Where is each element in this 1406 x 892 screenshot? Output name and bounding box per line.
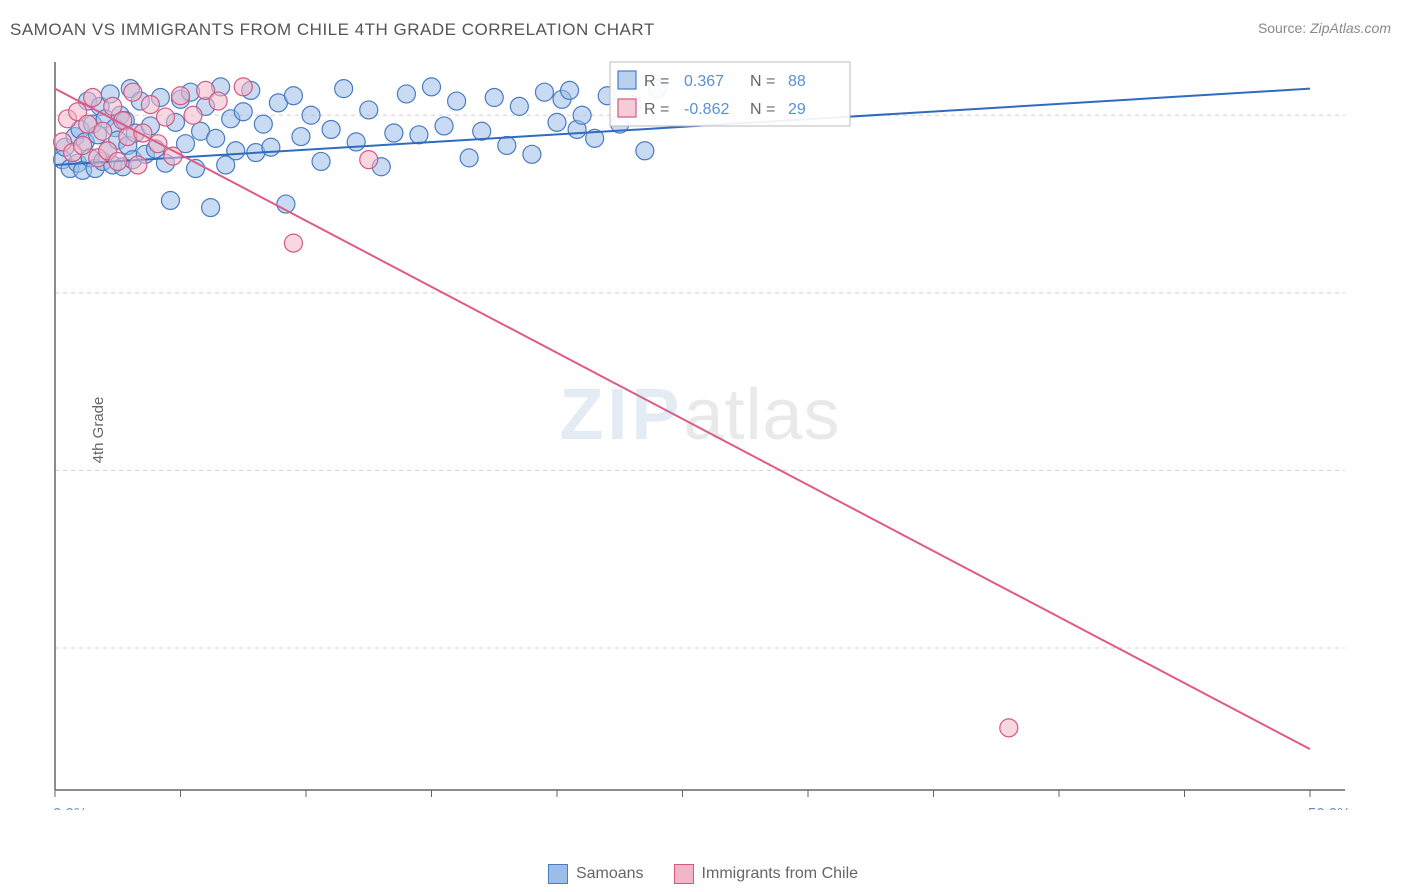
stats-n-value: 88 <box>788 73 806 90</box>
data-point <box>284 234 302 252</box>
data-point <box>485 89 503 107</box>
legend-label: Samoans <box>576 865 644 883</box>
legend-label: Immigrants from Chile <box>702 865 858 883</box>
data-point <box>234 78 252 96</box>
data-point <box>84 89 102 107</box>
stats-box: R = 0.367 N = 88 R = -0.862 N = 29 <box>610 62 850 126</box>
data-point <box>473 122 491 140</box>
data-point <box>1000 719 1018 737</box>
legend-item: Samoans <box>548 864 644 884</box>
legend-item: Immigrants from Chile <box>674 864 858 884</box>
data-point <box>207 129 225 147</box>
data-point <box>302 106 320 124</box>
stats-r-label: R = <box>644 101 669 118</box>
legend-swatch <box>674 864 694 884</box>
source-value: ZipAtlas.com <box>1310 20 1391 36</box>
data-point <box>448 92 466 110</box>
data-point <box>347 133 365 151</box>
data-point <box>322 120 340 138</box>
data-point <box>262 138 280 156</box>
data-point <box>227 142 245 160</box>
chart-area: 4th Grade 70.0%80.0%90.0%100.0%0.0%50.0%… <box>50 50 1350 810</box>
data-point <box>410 126 428 144</box>
data-point <box>360 151 378 169</box>
data-point <box>172 87 190 105</box>
x-tick-label: 50.0% <box>1308 805 1350 810</box>
data-point <box>573 106 591 124</box>
data-point <box>202 199 220 217</box>
data-point <box>510 97 528 115</box>
scatter-plot: 70.0%80.0%90.0%100.0%0.0%50.0%R =0.367N … <box>50 50 1350 810</box>
page-title: SAMOAN VS IMMIGRANTS FROM CHILE 4TH GRAD… <box>10 20 655 40</box>
y-axis-label: 4th Grade <box>90 397 107 464</box>
stats-n-label: N = <box>750 73 775 90</box>
data-point <box>161 191 179 209</box>
data-point <box>535 83 553 101</box>
data-point <box>141 96 159 114</box>
data-point <box>292 128 310 146</box>
data-point <box>561 81 579 99</box>
stats-n-value: 29 <box>788 101 806 118</box>
stats-n-label: N = <box>750 101 775 118</box>
trend-line <box>55 89 1310 750</box>
stats-r-value: -0.862 <box>684 101 729 118</box>
source-label: Source: <box>1258 20 1306 36</box>
data-point <box>636 142 654 160</box>
data-point <box>74 136 92 154</box>
data-point <box>254 115 272 133</box>
data-point <box>284 87 302 105</box>
data-point <box>209 92 227 110</box>
data-point <box>548 113 566 131</box>
data-point <box>435 117 453 135</box>
stats-swatch <box>618 71 636 89</box>
legend-swatch <box>548 864 568 884</box>
data-point <box>124 83 142 101</box>
data-point <box>134 124 152 142</box>
data-point <box>385 124 403 142</box>
stats-r-label: R = <box>644 73 669 90</box>
data-point <box>129 156 147 174</box>
data-point <box>523 145 541 163</box>
data-point <box>335 80 353 98</box>
data-point <box>423 78 441 96</box>
legend-bottom: Samoans Immigrants from Chile <box>548 864 858 884</box>
data-point <box>156 108 174 126</box>
data-point <box>360 101 378 119</box>
data-point <box>397 85 415 103</box>
data-point <box>312 152 330 170</box>
data-point <box>498 136 516 154</box>
stats-swatch <box>618 99 636 117</box>
source-credit: Source: ZipAtlas.com <box>1258 20 1391 36</box>
data-point <box>94 122 112 140</box>
data-point <box>234 103 252 121</box>
data-point <box>109 152 127 170</box>
data-point <box>460 149 478 167</box>
stats-r-value: 0.367 <box>684 73 724 90</box>
data-point <box>184 106 202 124</box>
x-tick-label: 0.0% <box>53 805 87 810</box>
